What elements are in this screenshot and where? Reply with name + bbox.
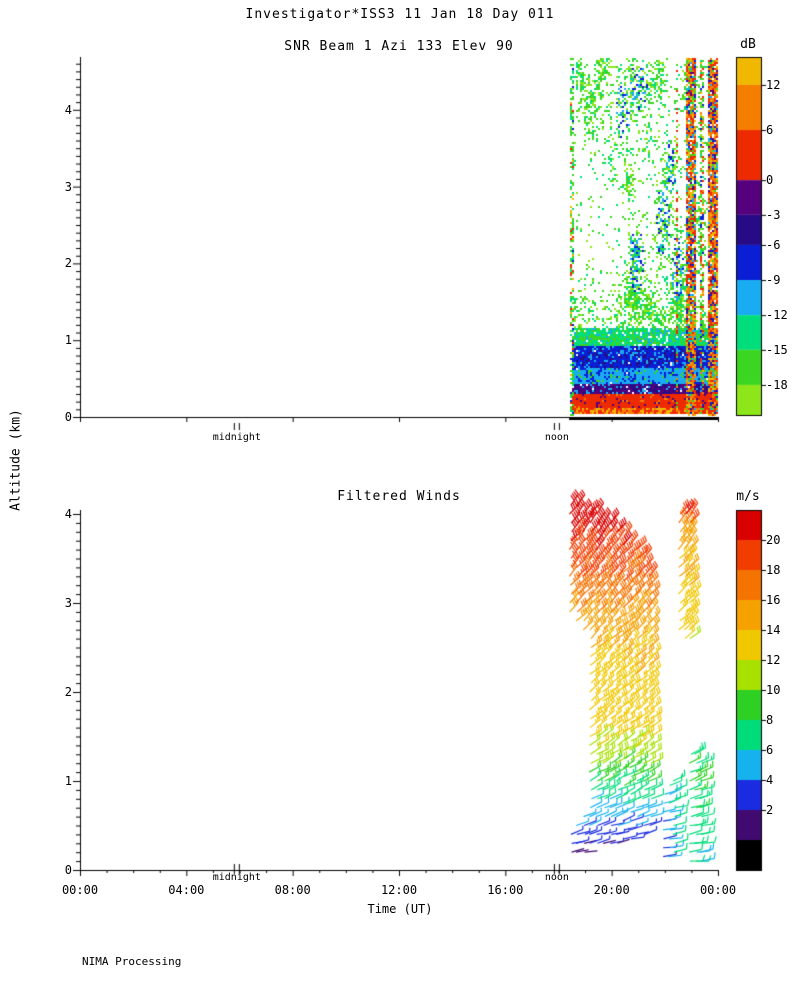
- ms-colorbar-tick-label: 6: [766, 743, 774, 757]
- ms-colorbar-tick-label: 18: [766, 563, 781, 577]
- time-tick-label: 00:00: [699, 883, 737, 897]
- snr-panel-title: SNR Beam 1 Azi 133 Elev 90: [284, 39, 514, 54]
- wind-y-tick-label: 0: [64, 863, 72, 877]
- snr-y-tick-label: 1: [64, 333, 72, 348]
- ms-colorbar-tick-label: 8: [766, 712, 774, 727]
- ms-colorbar-tick-label: 2: [766, 802, 774, 817]
- db-colorbar-tick-label: 6: [766, 123, 774, 138]
- snr-y-tick-label: 3: [64, 179, 72, 194]
- altitude-axis-label: Altitude (km): [8, 409, 24, 511]
- time-axis-label: Time (UT): [367, 902, 433, 916]
- ms-colorbar-tick-label: 20: [766, 532, 781, 547]
- snr-y-tick-label: 4: [64, 102, 72, 117]
- wind-special-tick-label: noon: [544, 872, 569, 883]
- snr-colorbar-unit-label: dB: [740, 37, 756, 52]
- db-colorbar-tick-label: 0: [766, 173, 774, 188]
- ms-colorbar-tick-label: 16: [766, 593, 781, 607]
- ms-colorbar-tick-label: 4: [766, 773, 774, 787]
- page-title: Investigator*ISS3 11 Jan 18 Day 011: [245, 7, 555, 22]
- db-colorbar-tick-label: -15: [766, 342, 788, 357]
- time-tick-label: 20:00: [593, 883, 630, 897]
- wind-y-tick-label: 1: [64, 774, 72, 788]
- db-colorbar-tick-label: -18: [766, 377, 788, 392]
- db-colorbar-tick-label: 12: [766, 77, 781, 92]
- snr-special-tick-label: noon: [544, 432, 569, 443]
- time-tick-label: 08:00: [274, 883, 311, 897]
- snr-special-tick-label: midnight: [212, 432, 261, 443]
- winds-panel-title: Filtered Winds: [337, 489, 461, 504]
- wind-colorbar-unit-label: m/s: [736, 489, 760, 504]
- time-tick-label: 12:00: [380, 883, 418, 897]
- wind-y-tick-label: 3: [64, 596, 72, 610]
- db-colorbar-tick-label: -12: [766, 308, 788, 323]
- time-tick-label: 16:00: [487, 883, 524, 897]
- db-colorbar-tick-label: -9: [766, 273, 781, 288]
- ms-colorbar-tick-label: 10: [766, 683, 781, 697]
- wind-y-tick-label: 2: [64, 685, 72, 699]
- wind-special-tick-label: midnight: [212, 872, 261, 883]
- snr-y-tick-label: 2: [64, 256, 72, 271]
- footer-note: NIMA Processing: [82, 955, 182, 968]
- db-colorbar-tick-label: -6: [766, 237, 781, 252]
- ms-colorbar-tick-label: 14: [766, 622, 781, 637]
- wind-y-tick-label: 4: [64, 507, 72, 521]
- ms-colorbar-tick-label: 12: [766, 653, 781, 667]
- time-tick-label: 00:00: [61, 883, 99, 897]
- snr-y-tick-label: 0: [64, 410, 72, 424]
- db-colorbar-tick-label: -3: [766, 207, 781, 222]
- time-tick-label: 04:00: [168, 883, 205, 897]
